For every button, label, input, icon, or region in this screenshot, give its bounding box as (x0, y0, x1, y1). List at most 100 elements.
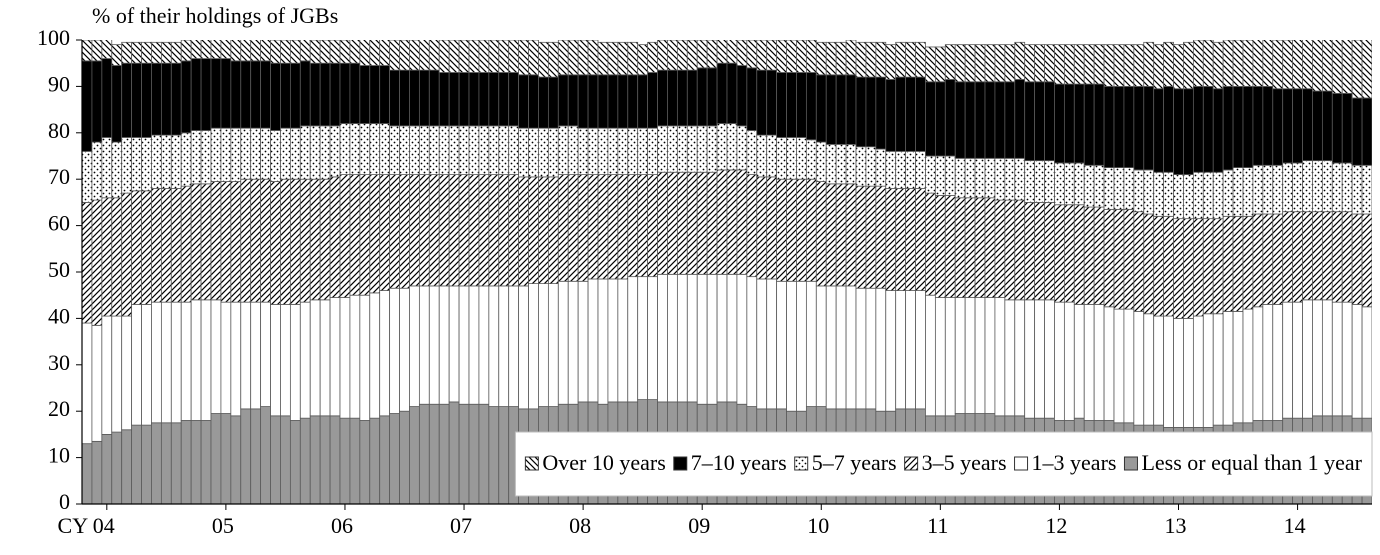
bar-segment (1113, 167, 1125, 210)
bar-segment (82, 322, 93, 445)
bar-segment (289, 40, 301, 64)
bar-segment (1093, 164, 1105, 208)
bar-segment (1312, 160, 1323, 213)
bar-segment (1252, 164, 1264, 215)
bar-segment (855, 76, 867, 148)
x-tick-label: 12 (1045, 513, 1067, 538)
bar-segment (875, 148, 887, 187)
bar-segment (1133, 169, 1145, 213)
bar-segment (686, 273, 698, 403)
bar-segment (1192, 40, 1204, 87)
bar-segment (805, 40, 817, 73)
bar-segment (915, 188, 926, 291)
bar-segment (1242, 308, 1254, 424)
bar-segment (1282, 162, 1294, 213)
bar-segment (676, 273, 688, 403)
bar-segment (1312, 90, 1323, 162)
bar-segment (1302, 40, 1313, 90)
bar-segment (200, 40, 212, 59)
bar-segment (865, 287, 877, 410)
bar-segment (547, 76, 559, 129)
bar-segment (250, 60, 262, 129)
bar-segment (1361, 97, 1372, 166)
bar-segment (359, 174, 371, 296)
bar-segment (151, 134, 162, 189)
bar-segment (776, 178, 787, 282)
bar-segment (260, 60, 271, 129)
bar-segment (141, 41, 152, 64)
bar-segment (1302, 88, 1313, 162)
bar-segment (1163, 41, 1174, 87)
bar-segment (736, 65, 748, 127)
bar-segment (845, 40, 857, 76)
bar-segment (597, 127, 609, 175)
bar-segment (180, 185, 192, 303)
bar-segment (1103, 208, 1115, 308)
bar-segment (468, 40, 480, 73)
bar-segment (1044, 44, 1055, 83)
bar-segment (438, 403, 450, 504)
bar-segment (647, 276, 658, 401)
bar-segment (448, 72, 460, 127)
bar-segment (1034, 299, 1045, 419)
bar-segment (339, 40, 351, 64)
bar-segment (379, 40, 391, 66)
bar-segment (587, 127, 599, 175)
bar-segment (905, 150, 916, 189)
bar-segment (1212, 218, 1224, 315)
bar-segment (1024, 299, 1036, 419)
bar-segment (280, 178, 291, 305)
bar-segment (160, 62, 172, 136)
bar-segment (915, 41, 926, 78)
bar-segment (379, 123, 391, 175)
bar-segment (557, 40, 569, 76)
bar-segment (498, 406, 510, 504)
bar-segment (766, 134, 778, 178)
bar-segment (1351, 304, 1363, 419)
bar-segment (458, 125, 470, 175)
bar-segment (577, 40, 589, 76)
bar-segment (1331, 40, 1343, 94)
bar-segment (1282, 301, 1294, 419)
bar-segment (309, 178, 321, 301)
bar-segment (716, 169, 728, 275)
bar-segment (220, 58, 232, 129)
bar-segment (1242, 215, 1254, 310)
bar-segment (815, 41, 827, 76)
bar-segment (1004, 44, 1016, 83)
bar-segment (200, 299, 212, 421)
bar-segment (379, 415, 391, 504)
bar-segment (438, 285, 450, 405)
bar-segment (1163, 171, 1174, 217)
bar-segment (270, 40, 281, 64)
bar-segment (448, 125, 460, 175)
bar-segment (359, 40, 371, 66)
bar-segment (418, 40, 430, 71)
bar-segment (369, 174, 381, 294)
bar-segment (1133, 44, 1145, 87)
x-tick-label: 14 (1284, 513, 1306, 538)
bar-segment (1024, 81, 1036, 162)
bar-segment (1073, 204, 1085, 305)
bar-segment (1272, 40, 1284, 90)
bar-segment (696, 125, 708, 173)
bar-segment (438, 125, 450, 175)
bar-segment (1242, 86, 1254, 168)
bar-segment (815, 141, 827, 182)
bar-segment (974, 297, 986, 414)
bar-segment (577, 127, 589, 175)
bar-segment (915, 76, 926, 152)
bar-segment (270, 130, 281, 182)
x-tick-label: 10 (807, 513, 829, 538)
bar-segment (905, 188, 916, 291)
bar-segment (488, 125, 500, 175)
bar-segment (875, 76, 887, 150)
bar-segment (359, 65, 371, 124)
bar-segment (518, 74, 529, 129)
bar-segment (91, 324, 103, 442)
bar-segment (567, 40, 579, 76)
bar-segment (131, 62, 142, 138)
legend-label: 7–10 years (691, 450, 787, 475)
bar-segment (240, 127, 252, 180)
bar-segment (1054, 301, 1065, 421)
